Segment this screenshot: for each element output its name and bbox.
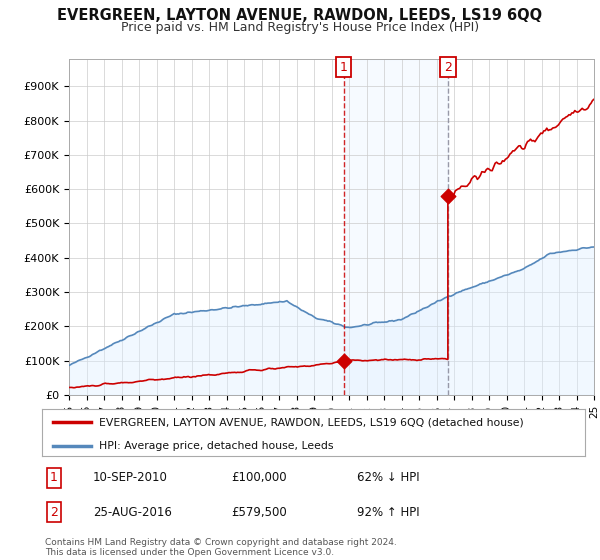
Point [339, 356, 349, 365]
Text: Price paid vs. HM Land Registry's House Price Index (HPI): Price paid vs. HM Land Registry's House … [121, 21, 479, 34]
Text: 1: 1 [50, 471, 58, 484]
Text: £579,500: £579,500 [231, 506, 287, 519]
Text: HPI: Average price, detached house, Leeds: HPI: Average price, detached house, Leed… [99, 441, 334, 451]
Text: 1: 1 [340, 60, 347, 74]
Text: 25-AUG-2016: 25-AUG-2016 [93, 506, 172, 519]
Text: 2: 2 [50, 506, 58, 519]
Bar [344, 59, 448, 395]
Text: EVERGREEN, LAYTON AVENUE, RAWDON, LEEDS, LS19 6QQ (detached house): EVERGREEN, LAYTON AVENUE, RAWDON, LEEDS,… [99, 417, 524, 427]
Text: EVERGREEN, LAYTON AVENUE, RAWDON, LEEDS, LS19 6QQ: EVERGREEN, LAYTON AVENUE, RAWDON, LEEDS,… [58, 8, 542, 24]
Text: 10-SEP-2010: 10-SEP-2010 [93, 471, 168, 484]
Text: 2: 2 [444, 60, 452, 74]
Text: 92% ↑ HPI: 92% ↑ HPI [357, 506, 419, 519]
Text: £100,000: £100,000 [231, 471, 287, 484]
Text: Contains HM Land Registry data © Crown copyright and database right 2024.
This d: Contains HM Land Registry data © Crown c… [45, 538, 397, 557]
Point [443, 192, 452, 200]
Text: 62% ↓ HPI: 62% ↓ HPI [357, 471, 419, 484]
